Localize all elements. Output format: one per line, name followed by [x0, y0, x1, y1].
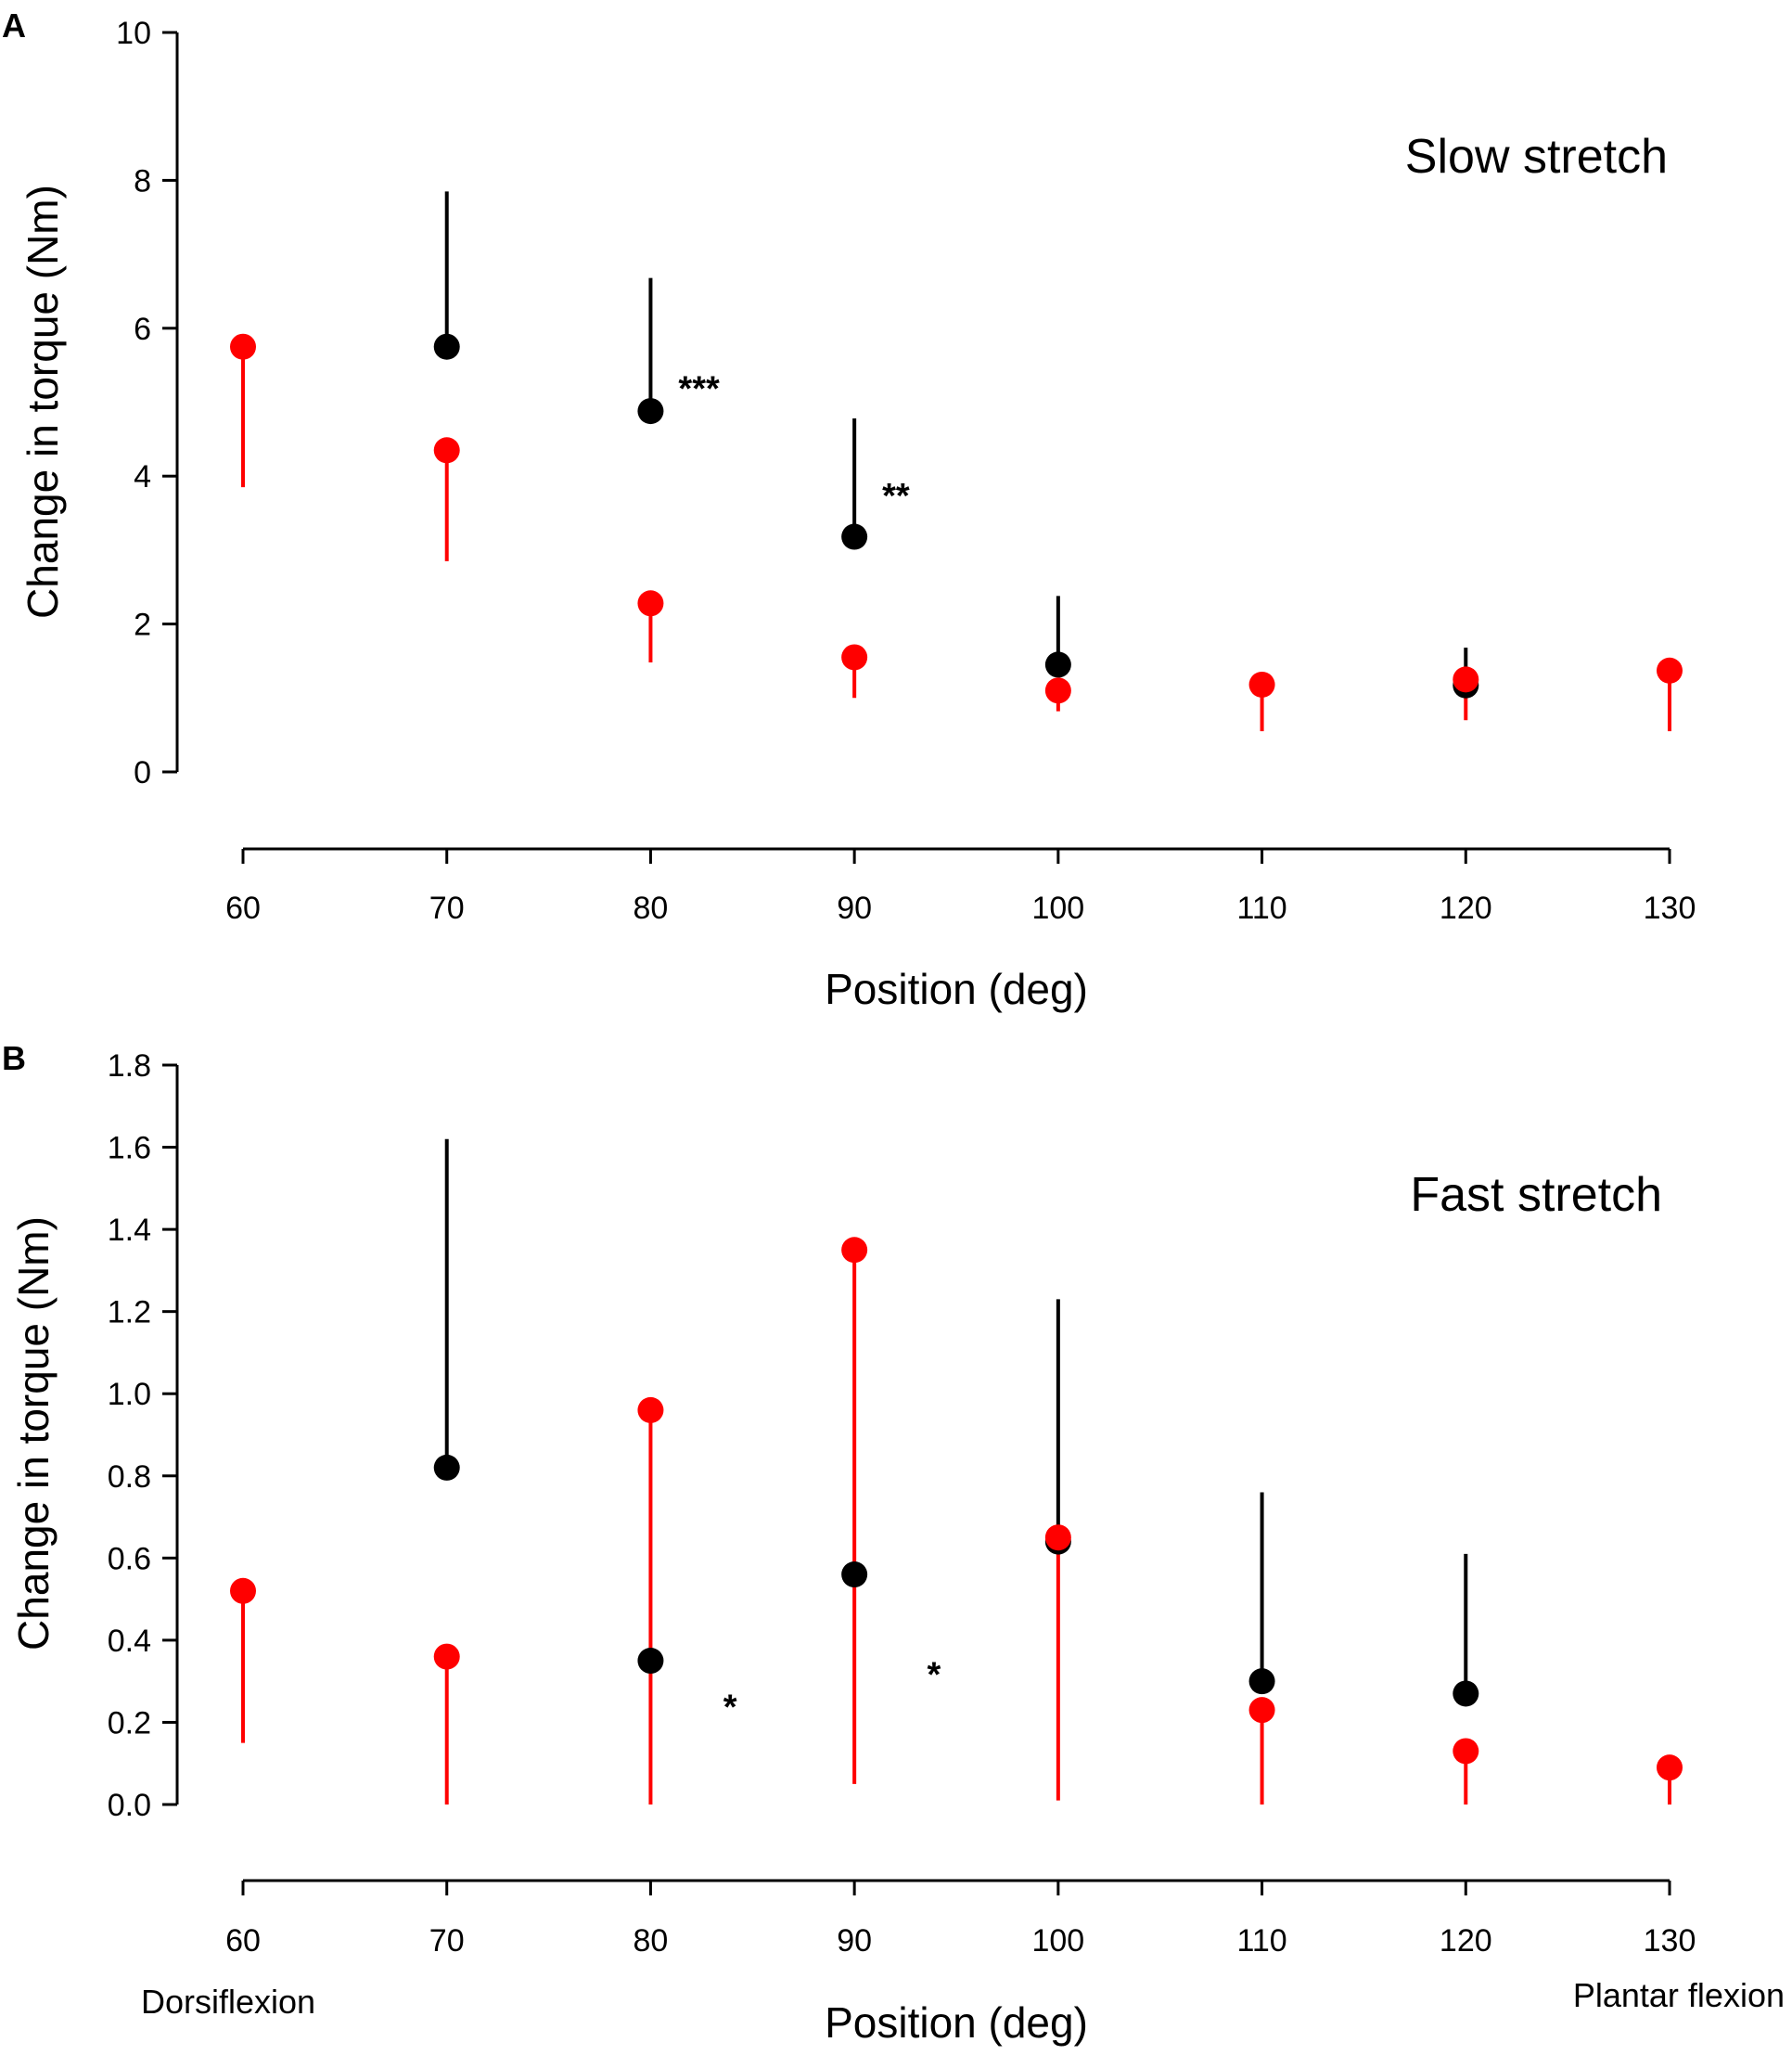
- panel-b-black-point: [841, 1561, 868, 1588]
- panel-a-y-tick-label: 0: [134, 755, 151, 790]
- panel-a-x-tick-label: 110: [1236, 891, 1286, 926]
- panel-b-red-point: [637, 1396, 664, 1423]
- panel-a-x-tick-label: 130: [1644, 891, 1696, 926]
- panel-a-x-ticks: 60 70 80 90 100 110 120 130: [225, 849, 1696, 926]
- panel-b-black-point: [637, 1648, 664, 1675]
- panel-b-y-tick-label: 0.6: [108, 1541, 151, 1576]
- panel-b-series: [230, 1138, 1683, 1805]
- panel-a-x-tick-label: 80: [634, 891, 669, 926]
- panel-b-y-tick-label: 1.6: [108, 1131, 151, 1166]
- panel-a-red-point: [841, 644, 868, 671]
- panel-b-x-ticks: 60 70 80 90 100 110 120 130: [225, 1881, 1696, 1959]
- plantar-flexion-label: Plantar flexion: [1573, 1976, 1785, 2014]
- panel-b-red-point: [1453, 1738, 1479, 1765]
- panel-b-x-tick-label: 70: [429, 1923, 465, 1959]
- panel-a-x-tick-label: 90: [837, 891, 872, 926]
- panel-b-red-point: [433, 1643, 460, 1670]
- panel-a-series: [230, 191, 1683, 732]
- panel-b-y-tick-label: 1.2: [108, 1295, 151, 1330]
- panel-b: B 0.0 0.2 0.4 0.6 0.8 1.0 1.2 1.4 1.6 1.8 60 70 80 9…: [2, 1039, 1785, 2047]
- panel-a-y-label: Change in torque (Nm): [19, 185, 67, 619]
- panel-letter-a: A: [2, 6, 26, 45]
- panel-a-significance-marker: ***: [678, 370, 720, 409]
- panel-a-y-tick-label: 10: [116, 16, 151, 51]
- panel-b-x-tick-label: 90: [837, 1923, 872, 1959]
- panel-b-x-tick-label: 120: [1440, 1923, 1492, 1959]
- panel-b-y-tick-label: 0.8: [108, 1459, 151, 1495]
- panel-b-annotation: Fast stretch: [1410, 1168, 1662, 1222]
- panel-b-black-point: [1453, 1680, 1479, 1707]
- panel-a-red-point: [230, 333, 256, 360]
- panel-a-x-tick-label: 60: [225, 891, 261, 926]
- panel-b-significance: **: [723, 1655, 941, 1727]
- panel-a-significance-marker: **: [882, 477, 910, 516]
- panel-b-significance-marker: *: [723, 1689, 737, 1727]
- panel-b-y-tick-label: 0.2: [108, 1705, 151, 1740]
- panel-a-annotation: Slow stretch: [1405, 130, 1668, 184]
- panel-b-x-tick-label: 110: [1236, 1923, 1286, 1959]
- panel-b-y-tick-label: 1.0: [108, 1377, 151, 1412]
- panel-b-significance-marker: *: [927, 1655, 941, 1694]
- panel-a-black-point: [433, 333, 460, 360]
- panel-b-x-tick-label: 80: [634, 1923, 669, 1959]
- panel-a-red-point: [1453, 666, 1479, 693]
- panel-b-red-point: [1657, 1754, 1683, 1781]
- panel-b-black-point: [433, 1454, 460, 1481]
- panel-a-red-point: [637, 590, 664, 617]
- panel-b-x-tick-label: 60: [225, 1923, 261, 1959]
- panel-a-red-point: [1657, 657, 1683, 684]
- panel-a-x-tick-label: 100: [1031, 891, 1084, 926]
- panel-a-black-point: [1044, 651, 1071, 678]
- panel-b-x-tick-label: 130: [1644, 1923, 1696, 1959]
- panel-b-y-label: Change in torque (Nm): [9, 1216, 58, 1650]
- panel-a-y-tick-label: 8: [134, 163, 151, 199]
- panel-b-y-tick-label: 0.4: [108, 1624, 151, 1659]
- panel-b-red-point: [1248, 1697, 1275, 1724]
- panel-a-y-ticks: 0 2 4 6 8 10: [116, 16, 177, 790]
- panel-a-red-point: [433, 437, 460, 464]
- panel-a-y-tick-label: 2: [134, 608, 151, 643]
- panel-a-black-point: [637, 398, 664, 425]
- panel-b-black-point: [1248, 1668, 1275, 1695]
- panel-b-y-tick-label: 1.4: [108, 1213, 151, 1248]
- panel-b-red-point: [841, 1237, 868, 1264]
- panel-b-y-ticks: 0.0 0.2 0.4 0.6 0.8 1.0 1.2 1.4 1.6 1.8: [108, 1048, 177, 1823]
- panel-a-y-tick-label: 4: [134, 459, 151, 494]
- panel-b-x-tick-label: 100: [1031, 1923, 1084, 1959]
- dorsiflexion-label: Dorsiflexion: [141, 1983, 315, 2021]
- panel-a-y-tick-label: 6: [134, 312, 151, 347]
- panel-a-x-label: Position (deg): [825, 965, 1088, 1013]
- panel-a-black-point: [841, 523, 868, 550]
- panel-letter-b: B: [2, 1039, 26, 1077]
- panel-b-y-tick-label: 0.0: [108, 1788, 151, 1823]
- panel-b-y-tick-label: 1.8: [108, 1048, 151, 1084]
- panel-a-red-point: [1044, 677, 1071, 704]
- panel-b-red-point: [1044, 1524, 1071, 1551]
- panel-a-x-tick-label: 70: [429, 891, 465, 926]
- panel-b-red-point: [230, 1577, 256, 1604]
- panel-b-x-label: Position (deg): [825, 1998, 1088, 2047]
- panel-a-significance: *****: [678, 370, 910, 517]
- panel-a-red-point: [1248, 671, 1275, 698]
- panel-a-x-tick-label: 120: [1440, 891, 1492, 926]
